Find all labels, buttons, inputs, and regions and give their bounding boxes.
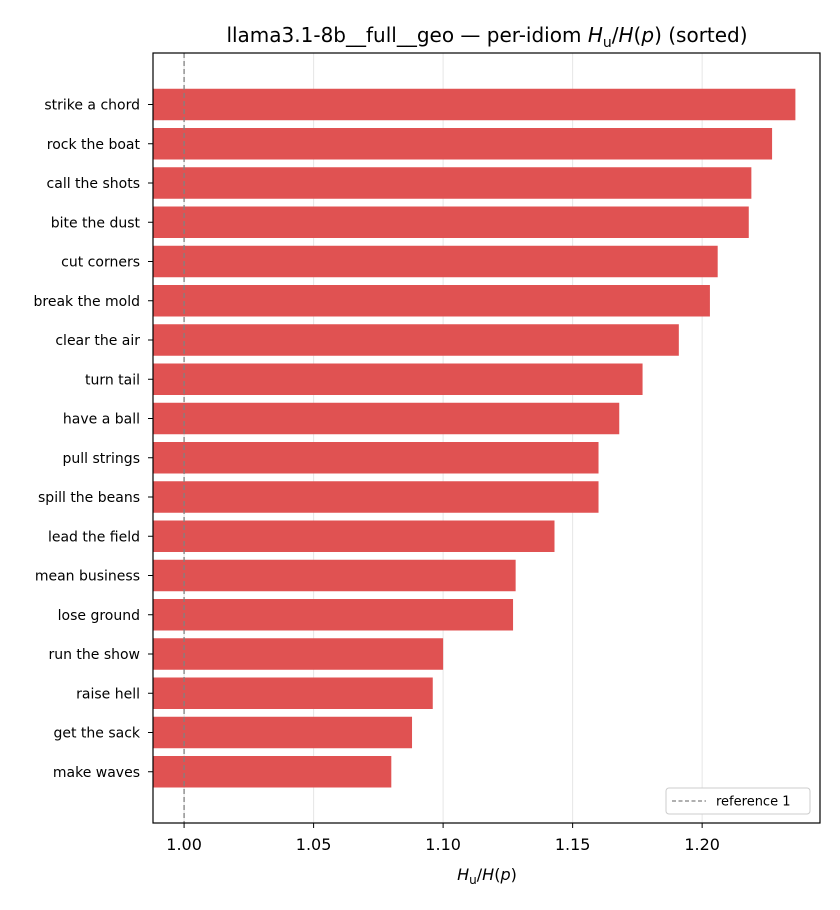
y-tick-label: make waves <box>53 765 140 781</box>
bar <box>153 128 773 160</box>
y-tick-label: raise hell <box>76 686 140 702</box>
bar <box>153 638 444 670</box>
x-tick-label: 1.05 <box>296 835 332 854</box>
x-tick-label: 1.20 <box>684 835 720 854</box>
y-tick-label: lose ground <box>58 608 140 624</box>
bar <box>153 481 599 513</box>
y-tick-label: lead the field <box>48 529 140 545</box>
y-tick-label: spill the beans <box>38 490 140 506</box>
x-axis-label: Hu/H(p) <box>457 865 517 887</box>
bar <box>153 756 392 788</box>
y-tick-label: cut corners <box>61 255 140 271</box>
bar <box>153 324 679 356</box>
x-tick-label: 1.15 <box>555 835 591 854</box>
bar <box>153 167 752 199</box>
title-suffix: (sorted) <box>662 23 748 47</box>
y-tick-label: clear the air <box>55 333 140 349</box>
y-axis-ticks: strike a chord rock the boat call the shot… <box>34 98 153 781</box>
x-tick-label: 1.10 <box>425 835 461 854</box>
y-tick-label: break the mold <box>34 294 141 310</box>
y-tick-label: rock the boat <box>47 137 141 153</box>
title-prefix: llama3.1-8b__full__geo — per-idiom <box>226 23 587 47</box>
plot-frame <box>152 52 821 824</box>
bar <box>153 599 514 631</box>
bar <box>153 363 643 395</box>
bar <box>153 88 796 121</box>
y-tick-label: call the shots <box>47 176 140 192</box>
y-tick-label: turn tail <box>85 372 140 388</box>
bar <box>153 716 413 749</box>
legend-box <box>665 787 811 815</box>
y-tick-label: mean business <box>35 569 140 585</box>
bar <box>153 402 620 435</box>
y-tick-label: bite the dust <box>51 215 141 231</box>
bar <box>153 206 749 238</box>
bars-layer <box>153 88 796 788</box>
bar <box>153 559 516 592</box>
y-tick-label: pull strings <box>63 451 140 467</box>
x-tick-label: 1.00 <box>166 835 202 854</box>
y-tick-label: strike a chord <box>44 98 140 114</box>
bar <box>153 520 555 552</box>
bar <box>153 677 433 709</box>
legend-reference-label: reference 1 <box>716 795 790 810</box>
chart-title: llama3.1-8b__full__geo — per-idiom Hu/H(… <box>226 23 747 51</box>
y-tick-label: get the sack <box>53 726 140 742</box>
bar <box>153 285 710 317</box>
x-axis-ticks: 1.00 1.05 1.10 1.15 1.20 <box>166 823 720 854</box>
bar <box>153 442 599 474</box>
bar <box>153 245 718 278</box>
y-tick-label: run the show <box>48 647 140 663</box>
legend: reference 1 <box>665 787 811 815</box>
y-tick-label: have a ball <box>63 412 140 428</box>
